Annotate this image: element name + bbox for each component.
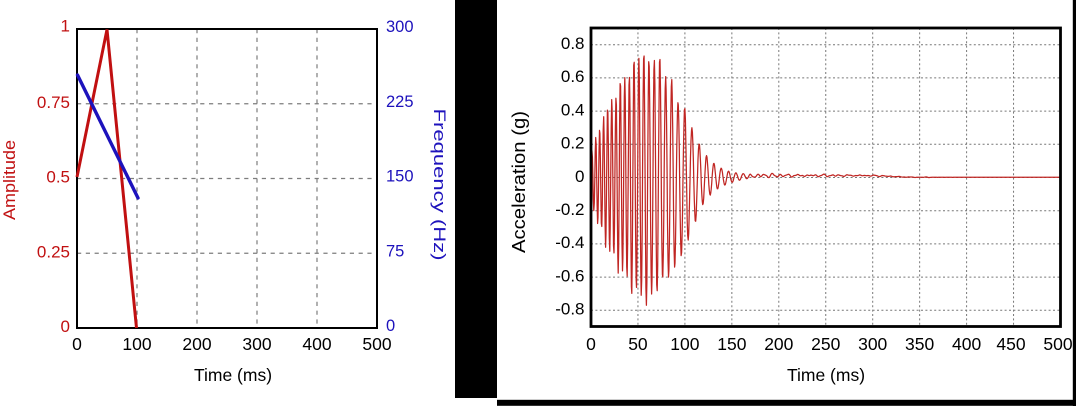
- svg-text:300: 300: [386, 18, 414, 36]
- svg-text:-0.8: -0.8: [555, 300, 584, 319]
- svg-text:150: 150: [386, 168, 414, 186]
- svg-text:Amplitude: Amplitude: [0, 140, 19, 220]
- svg-text:300: 300: [242, 334, 271, 354]
- svg-text:-0.2: -0.2: [555, 200, 584, 219]
- svg-text:250: 250: [811, 334, 840, 354]
- svg-text:Acceleration (g): Acceleration (g): [509, 111, 529, 253]
- svg-text:Time (ms): Time (ms): [787, 365, 865, 385]
- svg-text:0.25: 0.25: [37, 242, 70, 261]
- svg-text:0.2: 0.2: [561, 134, 585, 153]
- svg-text:0: 0: [72, 334, 82, 354]
- svg-text:0: 0: [575, 167, 584, 186]
- svg-text:75: 75: [386, 242, 404, 260]
- svg-text:450: 450: [996, 334, 1025, 354]
- svg-text:350: 350: [905, 334, 934, 354]
- svg-text:200: 200: [764, 334, 793, 354]
- svg-text:Time (ms): Time (ms): [194, 365, 272, 385]
- svg-text:0.5: 0.5: [46, 168, 70, 187]
- svg-text:0.75: 0.75: [37, 93, 70, 112]
- svg-text:Frequency (Hz): Frequency (Hz): [430, 109, 449, 261]
- svg-text:0: 0: [61, 317, 70, 336]
- svg-text:300: 300: [858, 334, 887, 354]
- svg-text:-0.4: -0.4: [555, 233, 584, 252]
- svg-text:225: 225: [386, 93, 414, 111]
- svg-text:0.4: 0.4: [561, 100, 585, 119]
- svg-text:400: 400: [302, 334, 331, 354]
- svg-text:200: 200: [182, 334, 211, 354]
- svg-text:50: 50: [628, 334, 648, 354]
- svg-text:0.6: 0.6: [561, 67, 585, 86]
- svg-text:1: 1: [61, 16, 70, 35]
- svg-text:100: 100: [670, 334, 699, 354]
- svg-text:500: 500: [1043, 334, 1072, 354]
- svg-text:0.8: 0.8: [561, 34, 585, 53]
- svg-text:0: 0: [586, 334, 596, 354]
- svg-text:500: 500: [362, 334, 391, 354]
- svg-text:400: 400: [952, 334, 981, 354]
- svg-text:100: 100: [122, 334, 151, 354]
- svg-text:-0.6: -0.6: [555, 266, 584, 285]
- svg-text:0: 0: [386, 317, 395, 335]
- svg-text:150: 150: [717, 334, 746, 354]
